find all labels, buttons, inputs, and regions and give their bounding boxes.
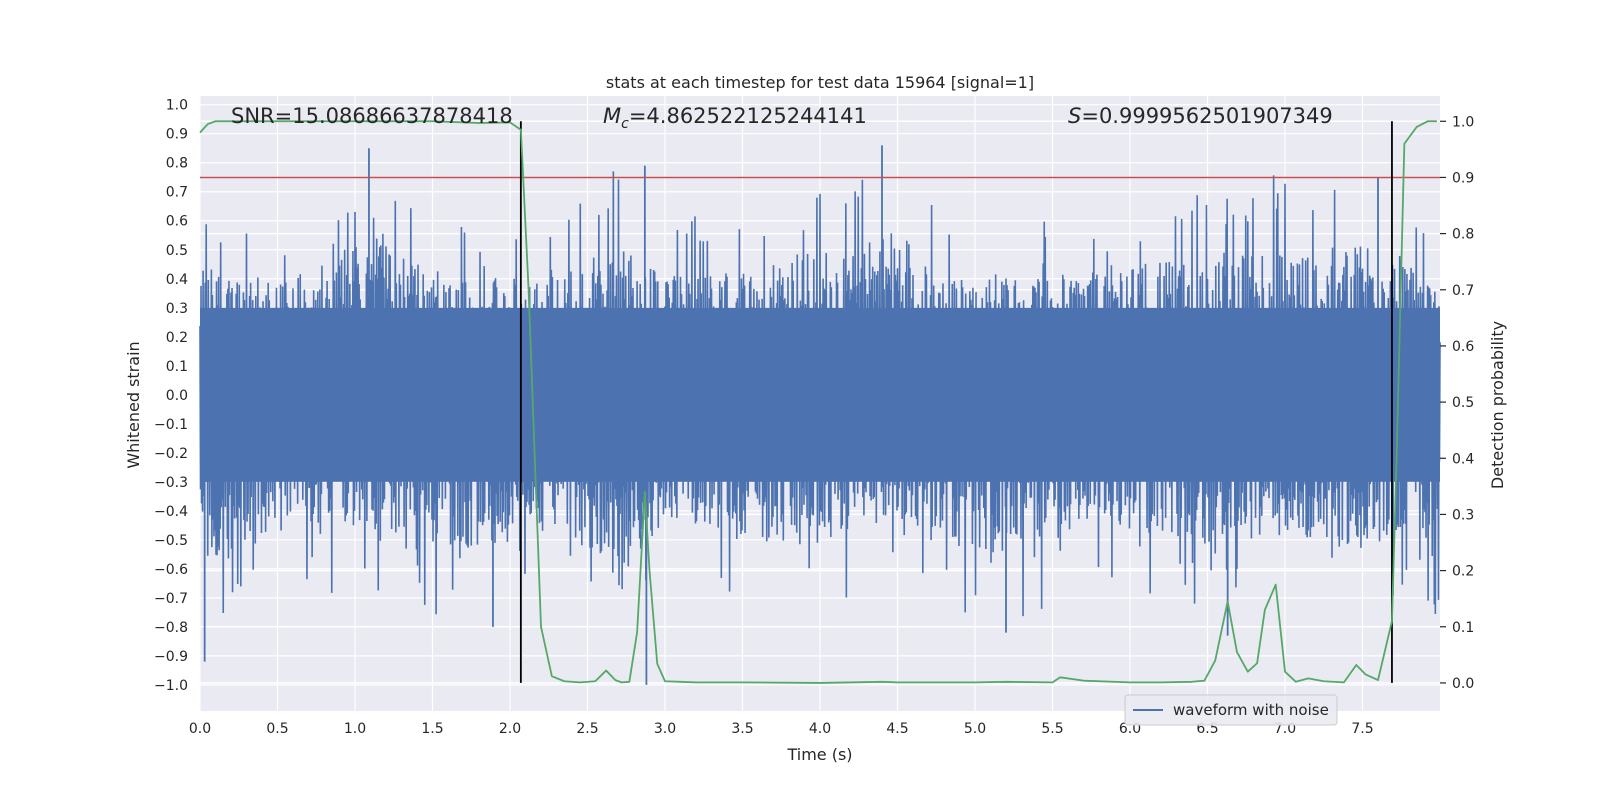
x-tick-label: 2.0 xyxy=(499,721,521,737)
x-tick-label: 0.0 xyxy=(189,721,211,737)
y-tick-label-right: 0.4 xyxy=(1452,451,1474,467)
y-tick-label-left: −0.4 xyxy=(154,504,188,520)
overlay-lines xyxy=(200,121,1440,683)
x-axis-label: Time (s) xyxy=(786,745,852,764)
x-tick-label: 4.5 xyxy=(886,721,908,737)
axes: 0.0 0.5 1.0 1.5 2.0 2.5 3.0 3.5 4.0 4.5 5.0 5.5 6.0 6… xyxy=(154,98,1474,737)
y-tick-label-left: 0.7 xyxy=(166,185,188,201)
waveform-series xyxy=(199,145,1441,685)
y-tick-label-left: 0.0 xyxy=(166,388,188,404)
y-tick-label-left: −0.7 xyxy=(154,591,188,607)
chart-title: stats at each timestep for test data 159… xyxy=(606,73,1034,92)
y-tick-label-left: −0.5 xyxy=(154,533,188,549)
x-tick-label: 1.0 xyxy=(344,721,366,737)
x-tick-label: 1.5 xyxy=(421,721,443,737)
y-tick-label-right: 0.6 xyxy=(1452,339,1474,355)
y-tick-label-left: 0.1 xyxy=(166,359,188,375)
y-axis-label-right: Detection probability xyxy=(1488,321,1507,489)
y-tick-label-left: −0.6 xyxy=(154,562,188,578)
y-tick-label-right: 0.2 xyxy=(1452,564,1474,580)
x-tick-label: 0.5 xyxy=(266,721,288,737)
y-tick-label-right: 0.5 xyxy=(1452,395,1474,411)
y-tick-label-left: 0.8 xyxy=(166,156,188,172)
y-tick-label-right: 0.8 xyxy=(1452,227,1474,243)
detection-probability-line xyxy=(199,120,1437,684)
waveform-dense-core xyxy=(200,307,1440,482)
x-tick-label: 5.5 xyxy=(1041,721,1063,737)
y-tick-label-left: 0.3 xyxy=(166,301,188,317)
y-tick-label-right: 0.3 xyxy=(1452,507,1474,523)
y-tick-label-left: 0.4 xyxy=(166,272,188,288)
y-tick-label-left: −0.2 xyxy=(154,446,188,462)
y-tick-label-left: 0.9 xyxy=(166,127,188,143)
legend: waveform with noise xyxy=(1124,694,1338,726)
chirp-mass-value: =4.862522125244141 xyxy=(629,104,867,128)
y-tick-label-left: −1.0 xyxy=(154,678,188,694)
y-tick-label-left: 0.5 xyxy=(166,243,188,259)
x-tick-label: 4.0 xyxy=(809,721,831,737)
chirp-mass-annotation: Mc=4.862522125244141 xyxy=(603,104,867,132)
legend-label-waveform: waveform with noise xyxy=(1173,701,1329,719)
x-tick-label: 7.5 xyxy=(1351,721,1373,737)
probability-series xyxy=(199,120,1437,684)
y-tick-label-right: 0.9 xyxy=(1452,170,1474,186)
x-tick-label: 3.0 xyxy=(654,721,676,737)
score-value: =0.9999562501907349 xyxy=(1081,104,1332,128)
y-tick-label-right: 0.1 xyxy=(1452,620,1474,636)
x-tick-label: 5.0 xyxy=(964,721,986,737)
score-symbol: S xyxy=(1068,104,1081,128)
snr-score-annotation: S=0.9999562501907349 xyxy=(1068,104,1333,128)
y-tick-label-left: 1.0 xyxy=(166,98,188,114)
y-tick-label-left: −0.3 xyxy=(154,475,188,491)
y-tick-label-left: −0.8 xyxy=(154,620,188,636)
legend-box xyxy=(1124,694,1338,726)
chirp-mass-subscript: c xyxy=(621,116,629,132)
y-tick-label-left: −0.9 xyxy=(154,649,188,665)
y-tick-label-right: 1.0 xyxy=(1452,114,1474,130)
y-tick-label-right: 0.0 xyxy=(1452,676,1474,692)
y-axis-label-left: Whitened strain xyxy=(124,341,143,468)
y-tick-label-right: 0.7 xyxy=(1452,283,1474,299)
x-tick-label: 2.5 xyxy=(576,721,598,737)
chirp-mass-symbol: M xyxy=(603,104,621,128)
snr-annotation: SNR=15.08686637878418 xyxy=(231,104,513,128)
y-tick-label-left: 0.6 xyxy=(166,214,188,230)
y-tick-label-left: 0.2 xyxy=(166,330,188,346)
x-tick-label: 3.5 xyxy=(731,721,753,737)
y-tick-label-left: −0.1 xyxy=(154,417,188,433)
